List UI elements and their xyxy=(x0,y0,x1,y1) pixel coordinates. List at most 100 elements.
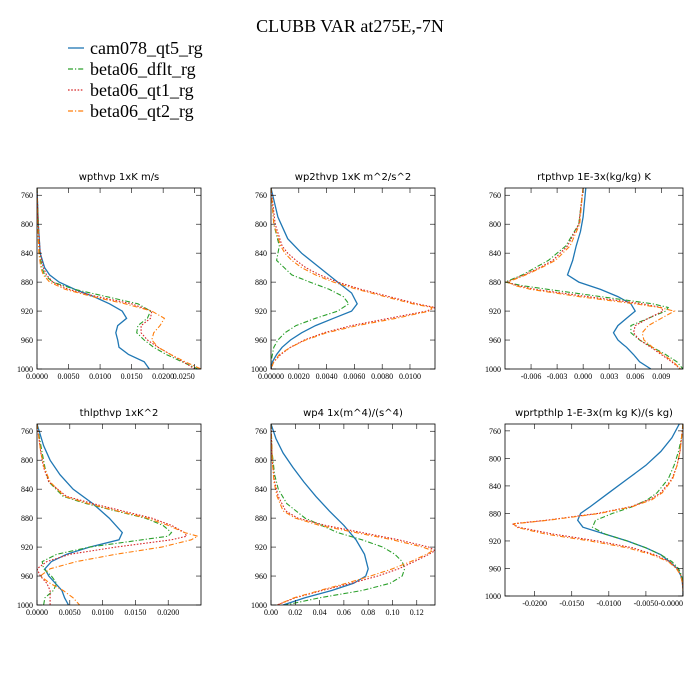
legend-label: beta06_qt1_rg xyxy=(90,80,194,100)
x-tick-label: 0.0050 xyxy=(58,372,80,381)
y-tick-label: 960 xyxy=(21,336,33,345)
series-line-cam078_qt5_rg xyxy=(566,188,652,369)
y-tick-label: 880 xyxy=(489,278,501,287)
panel-title: wp4 1x(m^4)/(s^4) xyxy=(303,408,403,419)
y-tick-label: 840 xyxy=(255,249,267,258)
panel-title: wpthvp 1xK m/s xyxy=(79,172,160,183)
y-tick-label: 880 xyxy=(21,278,33,287)
x-tick-label: 0.12 xyxy=(410,608,424,617)
x-tick-label: 0.0100 xyxy=(92,608,114,617)
x-tick-label: 0.003 xyxy=(600,372,618,381)
y-tick-label: 760 xyxy=(21,191,33,200)
y-tick-label: 880 xyxy=(21,514,33,523)
series-line-beta06_dflt_rg xyxy=(591,424,683,596)
x-tick-label: 0.04 xyxy=(313,608,327,617)
plot-frame xyxy=(36,187,202,370)
x-tick-label: -0.0100 xyxy=(596,599,621,608)
panel-wp4: wp4 1x(m^4)/(s^4)76080084088092096010000… xyxy=(251,408,436,617)
y-tick-label: 960 xyxy=(255,336,267,345)
y-tick-label: 800 xyxy=(489,454,501,463)
series-line-cam078_qt5_rg xyxy=(37,424,124,605)
x-tick-label: -0.0150 xyxy=(559,599,584,608)
y-tick-label: 920 xyxy=(255,307,267,316)
y-tick-label: 1000 xyxy=(485,365,501,374)
x-tick-label: 0.0060 xyxy=(343,372,365,381)
legend-entry: beta06_qt2_rg xyxy=(68,101,194,121)
x-tick-label: 0.10 xyxy=(385,608,399,617)
y-tick-label: 880 xyxy=(255,278,267,287)
series-line-cam078_qt5_rg xyxy=(271,188,358,369)
legend-label: beta06_dflt_rg xyxy=(90,59,196,79)
series-group xyxy=(37,424,200,605)
y-tick-label: 840 xyxy=(489,249,501,258)
y-tick-label: 840 xyxy=(489,482,501,491)
plot-frame xyxy=(504,187,684,370)
y-tick-label: 960 xyxy=(489,564,501,573)
y-tick-label: 880 xyxy=(255,514,267,523)
y-tick-label: 1000 xyxy=(251,601,267,610)
series-line-beta06_qt2_rg xyxy=(512,424,683,596)
series-line-beta06_qt2_rg xyxy=(271,188,434,369)
y-tick-label: 920 xyxy=(21,543,33,552)
x-tick-label: 0.0100 xyxy=(399,372,421,381)
x-tick-label: 0.0200 xyxy=(157,608,179,617)
series-line-cam078_qt5_rg xyxy=(271,424,369,605)
panel-wpthvp: wpthvp 1xK m/s76080084088092096010000.00… xyxy=(17,172,202,381)
y-tick-label: 800 xyxy=(489,220,501,229)
y-tick-label: 840 xyxy=(21,249,33,258)
y-tick-label: 840 xyxy=(255,485,267,494)
legend: cam078_qt5_rg beta06_dflt_rg beta06_qt1_… xyxy=(68,38,203,121)
x-tick-label: 0.0150 xyxy=(124,608,146,617)
y-tick-label: 1000 xyxy=(485,592,501,601)
series-group xyxy=(510,424,683,596)
y-tick-label: 760 xyxy=(21,427,33,436)
y-tick-label: 1000 xyxy=(251,365,267,374)
plot-frame xyxy=(270,423,436,606)
x-tick-label: 0.08 xyxy=(361,608,375,617)
panel-thlpthvp: thlpthvp 1xK^276080084088092096010000.00… xyxy=(17,408,202,617)
legend-label: cam078_qt5_rg xyxy=(90,38,203,58)
series-line-beta06_qt1_rg xyxy=(37,188,195,369)
x-tick-label: 0.009 xyxy=(652,372,670,381)
panel-title: rtpthvp 1E-3x(kg/kg) K xyxy=(537,172,651,183)
x-tick-label: 0.0200 xyxy=(152,372,174,381)
x-tick-label: 0.006 xyxy=(626,372,644,381)
series-line-beta06_qt1_rg xyxy=(271,424,435,605)
figure-title: CLUBB VAR at275E,-7N xyxy=(256,16,444,36)
y-tick-label: 760 xyxy=(489,191,501,200)
series-line-beta06_dflt_rg xyxy=(505,188,683,369)
y-tick-label: 760 xyxy=(489,427,501,436)
series-line-beta06_dflt_rg xyxy=(271,424,406,605)
y-tick-label: 960 xyxy=(255,572,267,581)
series-line-cam078_qt5_rg xyxy=(37,188,150,369)
x-tick-label: 0.02 xyxy=(288,608,302,617)
panel-title: wp2thvp 1xK m^2/s^2 xyxy=(295,172,411,183)
series-line-beta06_qt1_rg xyxy=(510,424,683,596)
y-tick-label: 960 xyxy=(21,572,33,581)
series-line-beta06_qt2_rg xyxy=(37,188,201,369)
series-line-cam078_qt5_rg xyxy=(576,424,683,596)
x-tick-label: -0.006 xyxy=(521,372,542,381)
panel-rtpthvp: rtpthvp 1E-3x(kg/kg) K 760 800 840 880 920 960… xyxy=(485,172,684,381)
panel-title: thlpthvp 1xK^2 xyxy=(80,408,159,419)
legend-label: beta06_qt2_rg xyxy=(90,101,194,121)
x-tick-label: 0.0020 xyxy=(288,372,310,381)
series-group xyxy=(505,188,683,369)
series-line-beta06_qt2_rg xyxy=(37,424,200,605)
y-tick-label: 800 xyxy=(21,456,33,465)
series-line-beta06_qt1_rg xyxy=(271,188,435,369)
x-tick-label: 0.0150 xyxy=(121,372,143,381)
y-tick-label: 840 xyxy=(21,485,33,494)
series-line-beta06_qt2_rg xyxy=(271,424,434,605)
series-line-beta06_dflt_rg xyxy=(37,188,199,369)
x-tick-label: 0.06 xyxy=(337,608,351,617)
y-tick-label: 920 xyxy=(489,307,501,316)
legend-entry: beta06_qt1_rg xyxy=(68,80,194,100)
y-tick-label: 1000 xyxy=(17,365,33,374)
x-tick-label: 0.0000 xyxy=(26,608,48,617)
y-tick-label: 760 xyxy=(255,191,267,200)
series-line-beta06_dflt_rg xyxy=(271,188,350,369)
y-tick-label: 760 xyxy=(255,427,267,436)
x-tick-label: 0.00000 xyxy=(258,372,284,381)
series-line-beta06_qt1_rg xyxy=(505,188,681,369)
